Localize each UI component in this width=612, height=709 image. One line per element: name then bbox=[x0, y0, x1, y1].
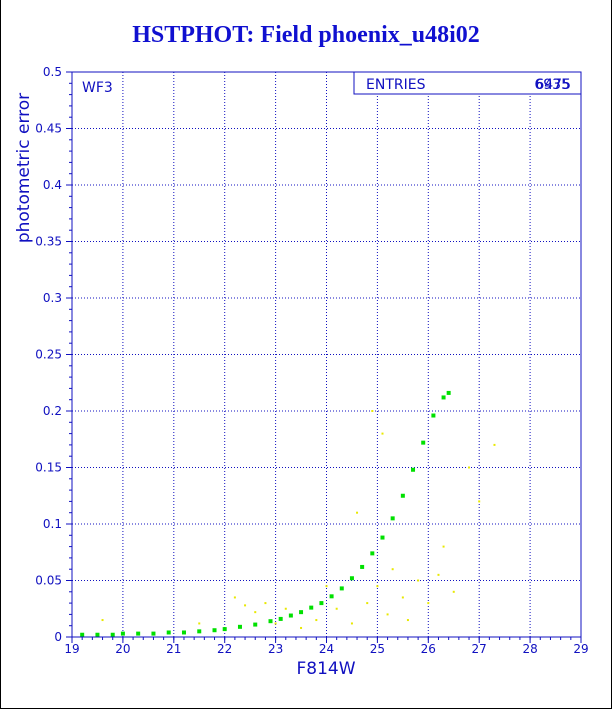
yellow-point bbox=[401, 596, 404, 599]
yellow-point bbox=[427, 602, 430, 605]
green-point bbox=[288, 613, 293, 618]
green-point bbox=[95, 632, 100, 637]
yellow-point bbox=[371, 410, 374, 412]
green-point bbox=[110, 632, 115, 637]
yellow-point bbox=[468, 466, 471, 469]
yellow-point bbox=[233, 596, 236, 599]
yellow-point bbox=[376, 585, 379, 588]
green-point bbox=[151, 631, 156, 636]
y-tick-label: 0.05 bbox=[35, 574, 62, 588]
x-tick-label: 20 bbox=[115, 642, 130, 656]
green-point bbox=[441, 395, 446, 400]
green-point bbox=[370, 551, 375, 556]
green-point bbox=[390, 516, 395, 521]
yellow-point bbox=[254, 611, 257, 614]
grid bbox=[72, 72, 581, 637]
y-tick-label: 0.3 bbox=[43, 291, 62, 305]
y-tick-label: 0.1 bbox=[43, 517, 62, 531]
axis-ticks: 19 20 21 22 23 24 25 26 27 28 29 0 0.05 0.1 0.15 0.2 0.2… bbox=[35, 65, 588, 656]
x-tick-label: 29 bbox=[573, 642, 588, 656]
yellow-point bbox=[442, 545, 445, 548]
y-axis-title: photometric error bbox=[14, 93, 34, 243]
yellow-point bbox=[417, 579, 420, 582]
x-tick-label: 19 bbox=[64, 642, 79, 656]
yellow-point bbox=[284, 607, 287, 610]
green-point bbox=[319, 601, 324, 606]
x-tick-label: 27 bbox=[472, 642, 487, 656]
y-tick-label: 0.35 bbox=[35, 235, 62, 249]
green-point bbox=[222, 627, 227, 632]
yellow-point bbox=[101, 619, 104, 622]
stats-box bbox=[353, 71, 582, 95]
green-point bbox=[309, 605, 314, 610]
y-tick-label: 0.45 bbox=[35, 122, 62, 136]
x-tick-label: 22 bbox=[217, 642, 232, 656]
yellow-point bbox=[406, 619, 409, 622]
yellow-point bbox=[325, 585, 328, 588]
yellow-point bbox=[391, 568, 394, 571]
yellow-point bbox=[198, 622, 201, 625]
yellow-point bbox=[437, 573, 440, 576]
green-point bbox=[136, 631, 141, 636]
yellow-point bbox=[264, 602, 267, 605]
yellow-point bbox=[381, 432, 384, 435]
data-points bbox=[80, 390, 496, 637]
yellow-point bbox=[356, 511, 359, 514]
green-point bbox=[80, 632, 85, 637]
green-point bbox=[431, 413, 436, 418]
green-point bbox=[349, 576, 354, 581]
stats-entries-value: 6935 bbox=[534, 77, 570, 93]
panel-label: WF3 bbox=[82, 80, 113, 96]
green-point bbox=[339, 586, 344, 591]
green-point bbox=[278, 616, 283, 621]
yellow-point bbox=[335, 607, 338, 610]
green-point bbox=[446, 390, 451, 395]
x-tick-label: 23 bbox=[268, 642, 283, 656]
y-tick-label: 0.15 bbox=[35, 461, 62, 475]
green-point bbox=[380, 535, 385, 540]
x-tick-label: 28 bbox=[522, 642, 537, 656]
x-tick-label: 24 bbox=[319, 642, 334, 656]
yellow-point bbox=[244, 604, 247, 607]
y-tick-label: 0 bbox=[54, 630, 62, 644]
green-point bbox=[329, 594, 334, 599]
green-point bbox=[197, 629, 202, 634]
green-point bbox=[400, 493, 405, 498]
yellow-point bbox=[452, 590, 455, 593]
green-point bbox=[253, 622, 258, 627]
green-point bbox=[166, 630, 171, 635]
yellow-point bbox=[350, 622, 353, 625]
yellow-point bbox=[274, 622, 277, 625]
yellow-point bbox=[493, 443, 496, 446]
yellow-point bbox=[300, 626, 303, 629]
yellow-point bbox=[386, 613, 389, 616]
x-tick-label: 21 bbox=[166, 642, 181, 656]
green-point bbox=[120, 631, 125, 636]
yellow-point bbox=[366, 602, 369, 605]
yellow-point bbox=[478, 500, 481, 503]
y-tick-label: 0.2 bbox=[43, 404, 62, 418]
y-tick-label: 0.5 bbox=[43, 65, 62, 79]
green-point bbox=[299, 610, 304, 615]
chart-title: HSTPHOT: Field phoenix_u48i02 bbox=[132, 22, 480, 48]
x-tick-label: 26 bbox=[421, 642, 436, 656]
stats-entries-label: ENTRIES bbox=[366, 77, 426, 93]
y-tick-label: 0.4 bbox=[43, 178, 62, 192]
green-point bbox=[212, 628, 217, 633]
x-tick-label: 25 bbox=[370, 642, 385, 656]
green-point bbox=[411, 467, 416, 472]
green-point bbox=[360, 564, 365, 569]
green-point bbox=[268, 619, 273, 624]
y-tick-label: 0.25 bbox=[35, 348, 62, 362]
yellow-point bbox=[315, 619, 318, 622]
x-axis-title: F814W bbox=[296, 659, 355, 679]
stats-entries-overlap-value: 6475 bbox=[535, 77, 571, 93]
green-point bbox=[181, 630, 186, 635]
green-point bbox=[237, 624, 242, 629]
green-point bbox=[421, 440, 426, 445]
